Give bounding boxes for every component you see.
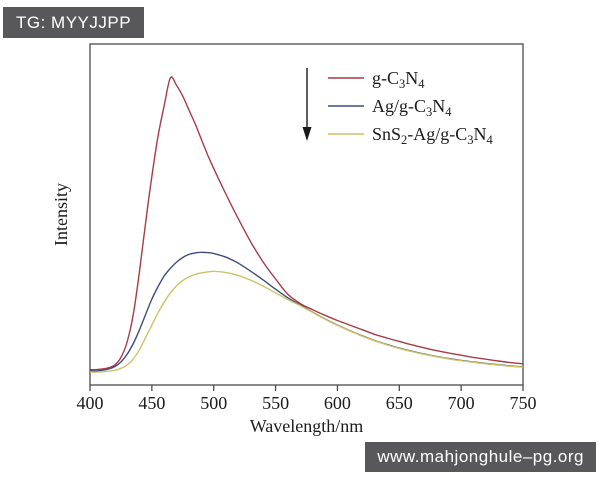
x-tick-label: 750 [510, 393, 537, 413]
legend-label-Ag-g-C3N4: Ag/g-C3N4 [372, 96, 452, 119]
x-tick-label: 650 [386, 393, 413, 413]
series-curve-SnS2-Ag-g-C3N4 [89, 270, 524, 373]
x-axis-title: Wavelength/nm [250, 416, 364, 436]
x-tick-label: 600 [324, 393, 351, 413]
watermark-url-badge: www.mahjonghule–pg.org [365, 442, 596, 472]
x-tick-label: 550 [262, 393, 289, 413]
legend-label-SnS2-Ag-g-C3N4: SnS2-Ag/g-C3N4 [372, 124, 494, 147]
legend-label-g-C3N4: g-C3N4 [372, 68, 425, 91]
x-tick-label: 500 [200, 393, 227, 413]
series-curve-Ag-g-C3N4 [89, 251, 524, 372]
x-tick-label: 700 [448, 393, 475, 413]
plot-frame [89, 43, 524, 386]
series-curve-g-C3N4 [89, 76, 524, 371]
down-arrow-head-icon [302, 127, 312, 141]
y-axis-title: Intensity [51, 183, 71, 246]
watermark-tag-badge: TG: MYYJJPP [3, 7, 145, 38]
x-tick-label: 450 [138, 393, 165, 413]
x-tick-label: 400 [77, 393, 104, 413]
